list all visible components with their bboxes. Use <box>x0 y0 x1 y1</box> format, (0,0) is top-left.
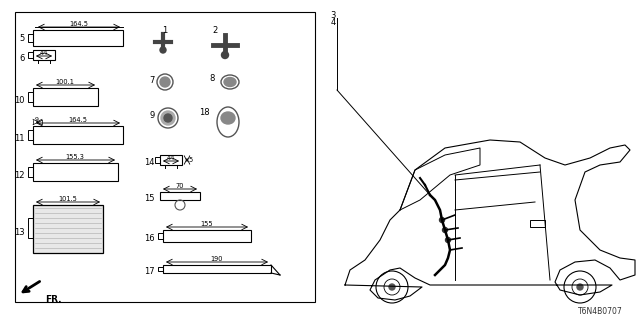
Text: 155.3: 155.3 <box>65 154 84 160</box>
Text: T6N4B0707: T6N4B0707 <box>578 308 622 316</box>
Text: 44: 44 <box>40 50 48 56</box>
Bar <box>155 157 160 163</box>
Bar <box>28 92 33 102</box>
Circle shape <box>440 218 445 222</box>
Text: 16: 16 <box>145 234 155 243</box>
Text: 3: 3 <box>330 11 336 20</box>
Bar <box>33 205 103 253</box>
Circle shape <box>577 284 583 290</box>
Circle shape <box>442 228 447 233</box>
Bar <box>163 230 251 242</box>
Bar <box>160 155 182 165</box>
Circle shape <box>164 114 172 122</box>
Text: 9: 9 <box>150 110 155 119</box>
Circle shape <box>221 52 228 59</box>
Bar <box>530 220 545 227</box>
Text: 4: 4 <box>330 18 335 27</box>
Text: 164.5: 164.5 <box>70 21 88 27</box>
Bar <box>28 52 33 58</box>
Bar <box>28 218 33 238</box>
Text: 9: 9 <box>35 116 39 122</box>
Text: 12: 12 <box>15 171 25 180</box>
Text: 44: 44 <box>167 155 175 161</box>
Circle shape <box>161 111 175 125</box>
Text: 15: 15 <box>145 194 155 203</box>
Bar <box>158 233 163 239</box>
Bar <box>33 30 123 46</box>
Bar <box>163 265 271 273</box>
Circle shape <box>445 237 451 243</box>
Text: 5: 5 <box>20 34 25 43</box>
Bar <box>15 12 315 302</box>
Text: 155: 155 <box>201 221 213 227</box>
Text: 18: 18 <box>200 108 210 116</box>
Text: 164.5: 164.5 <box>68 117 88 123</box>
Ellipse shape <box>221 112 235 124</box>
Text: 6: 6 <box>20 53 25 62</box>
Text: 101.5: 101.5 <box>59 196 77 202</box>
Bar <box>33 163 118 181</box>
Text: 2: 2 <box>212 26 218 35</box>
Bar <box>160 192 200 200</box>
Text: 7: 7 <box>150 76 155 84</box>
Bar <box>28 130 33 140</box>
Text: 13: 13 <box>14 228 25 236</box>
Bar <box>158 267 163 271</box>
Text: 11: 11 <box>15 133 25 142</box>
Circle shape <box>160 77 170 87</box>
Circle shape <box>160 47 166 53</box>
Bar <box>33 126 123 144</box>
Text: 1: 1 <box>163 26 168 35</box>
Bar <box>33 88 98 106</box>
Bar <box>33 50 55 60</box>
Text: 5: 5 <box>189 157 193 163</box>
Text: FR.: FR. <box>45 295 61 305</box>
Ellipse shape <box>224 77 236 86</box>
Bar <box>28 167 33 177</box>
Text: 190: 190 <box>211 256 223 262</box>
Text: 17: 17 <box>145 268 155 276</box>
Text: 8: 8 <box>210 74 215 83</box>
Text: 10: 10 <box>15 95 25 105</box>
Bar <box>28 34 33 42</box>
Circle shape <box>389 284 395 290</box>
Text: 70: 70 <box>176 183 184 189</box>
Text: 100.1: 100.1 <box>56 79 74 85</box>
Text: 14: 14 <box>145 157 155 166</box>
